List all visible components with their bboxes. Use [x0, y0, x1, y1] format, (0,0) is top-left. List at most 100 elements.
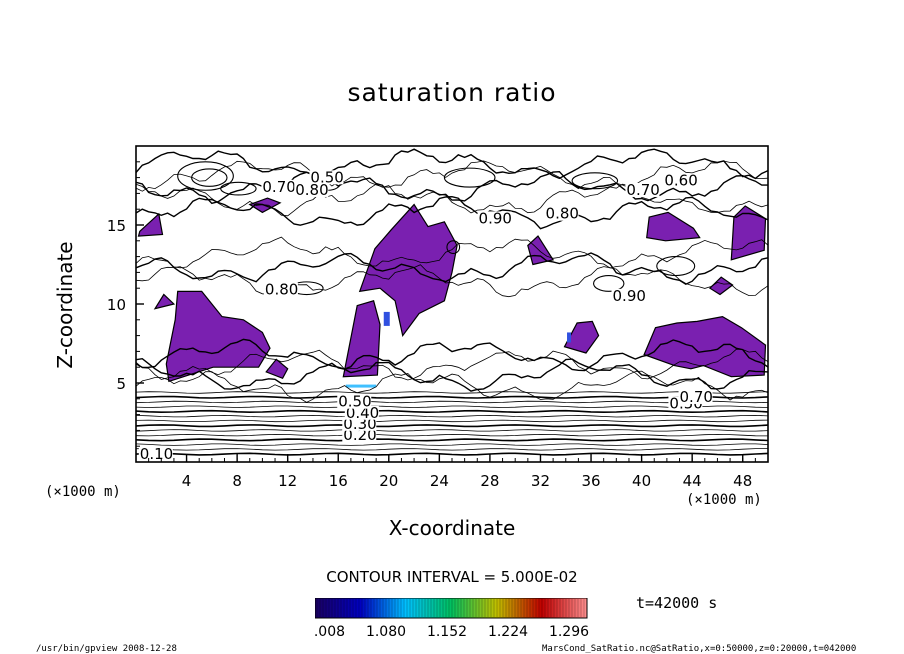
- supersaturated-region: [358, 203, 458, 338]
- supersaturated-region: [708, 276, 734, 296]
- footer-right: MarsCond_SatRatio.nc@SatRatio,x=0:50000,…: [542, 644, 857, 654]
- contour-line: [135, 148, 769, 180]
- y-tick-label: 5: [116, 375, 126, 393]
- colorbar: 1.008 1.080 1.152 1.224 1.296: [315, 598, 589, 640]
- contour-label: 0.10: [140, 445, 173, 463]
- x-tick-label: 28: [480, 472, 499, 490]
- contour-label-bg: [344, 405, 379, 420]
- x-unit-right: (×1000 m): [686, 492, 762, 508]
- contour-line: [135, 414, 769, 418]
- contour-label: 0.90: [613, 287, 646, 305]
- x-axis: 4 8 12 16 20 24 28 32 36 40 44 48: [148, 454, 756, 490]
- contour-line: [135, 448, 768, 451]
- contour-line: [135, 170, 768, 205]
- contour-line: [135, 400, 769, 404]
- high-saturation-spot: [383, 311, 390, 326]
- x-tick-label: 44: [683, 472, 702, 490]
- contour-line: [135, 409, 769, 414]
- contour-line: [135, 405, 769, 408]
- contour-loop: [593, 275, 625, 292]
- chart-title: saturation ratio: [347, 78, 557, 107]
- x-tick-label: 8: [232, 472, 242, 490]
- contour-line: [135, 429, 769, 432]
- contour-label-bg: [138, 446, 173, 461]
- contour-label-bg: [309, 170, 344, 185]
- contour-label-bg: [625, 182, 660, 197]
- contour-line: [135, 419, 769, 423]
- supersaturated-region: [643, 315, 767, 378]
- contour-line: [135, 424, 769, 428]
- colorbar-tick-label: 1.080: [366, 624, 406, 640]
- contour-label-bg: [544, 206, 579, 221]
- contour-loop: [191, 168, 228, 187]
- contour-label-bg: [294, 182, 329, 197]
- x-tick-label: 16: [329, 472, 348, 490]
- contour-label: 0.70: [262, 178, 295, 196]
- y-axis-label: Z-coordinate: [53, 241, 77, 369]
- contour-label-bg: [337, 394, 372, 409]
- x-tick-label: 24: [430, 472, 449, 490]
- y-tick-label: 10: [107, 296, 126, 314]
- x-tick-label: 36: [581, 472, 600, 490]
- contour-line: [135, 160, 769, 192]
- supersaturated-region: [265, 358, 289, 380]
- contour-loop: [220, 181, 257, 196]
- colorbar-tick-label: 1.152: [427, 624, 467, 640]
- contour-label: 0.90: [479, 209, 512, 227]
- contour-label: 0.80: [265, 281, 298, 299]
- supersaturated-region: [527, 235, 555, 266]
- contour-loop: [571, 172, 619, 190]
- contour-label-bg: [611, 288, 646, 303]
- contour-line: [135, 264, 769, 298]
- contour-line: [135, 183, 769, 217]
- contour-label-bg: [261, 179, 296, 194]
- contour-line: [135, 338, 769, 372]
- contour-interval: CONTOUR INTERVAL = 5.000E-02: [326, 568, 578, 586]
- colorbar-tick-label: 1.296: [549, 624, 589, 640]
- contour-label: 0.80: [295, 181, 328, 199]
- colorbar-tick-label: 1.224: [488, 624, 528, 640]
- contour-line: [135, 348, 769, 381]
- contour-loop: [656, 256, 696, 277]
- contour-lines: [135, 148, 769, 456]
- purple-regions: [137, 197, 767, 388]
- y-tick-label: 15: [107, 217, 126, 235]
- x-axis-label: X-coordinate: [388, 516, 516, 540]
- contour-line: [135, 195, 769, 230]
- x-tick-label: 4: [182, 472, 192, 490]
- contour-label: 0.80: [546, 205, 579, 223]
- contour-label-bg: [663, 173, 698, 188]
- supersaturated-region: [646, 211, 701, 242]
- contour-label-bg: [342, 427, 377, 442]
- contour-label-bg: [263, 282, 298, 297]
- high-saturation-band: [345, 384, 377, 388]
- time-label: t=42000 s: [636, 594, 718, 612]
- supersaturated-region: [342, 300, 381, 378]
- contour-line: [135, 443, 769, 446]
- contour-label: 0.50: [310, 168, 343, 186]
- contour-line: [135, 433, 769, 437]
- x-tick-label: 20: [379, 472, 398, 490]
- contour-label: 0.70: [680, 388, 713, 406]
- contour-label-bg: [678, 389, 713, 404]
- supersaturated-region: [153, 293, 176, 310]
- supersaturated-region: [563, 320, 600, 354]
- contour-loop: [443, 167, 496, 188]
- contour-line: [135, 357, 769, 392]
- contour-line: [135, 391, 769, 394]
- contour-label-bg: [477, 211, 512, 226]
- contour-label: 0.70: [626, 181, 659, 199]
- contour-line: [135, 370, 769, 403]
- contour-labels: 0.100.200.300.400.500.700.500.800.90 0.80…: [138, 168, 713, 463]
- supersaturated-region: [137, 212, 164, 237]
- supersaturated-region: [730, 205, 767, 261]
- high-saturation-spot: [567, 332, 572, 343]
- contour-loop: [177, 161, 234, 191]
- x-tick-label: 32: [531, 472, 550, 490]
- contour-label-bg: [342, 416, 377, 431]
- contour-line: [135, 395, 769, 399]
- x-tick-label: 48: [733, 472, 752, 490]
- x-tick-label: 40: [632, 472, 651, 490]
- colorbar-tick-label: 1.008: [315, 624, 345, 640]
